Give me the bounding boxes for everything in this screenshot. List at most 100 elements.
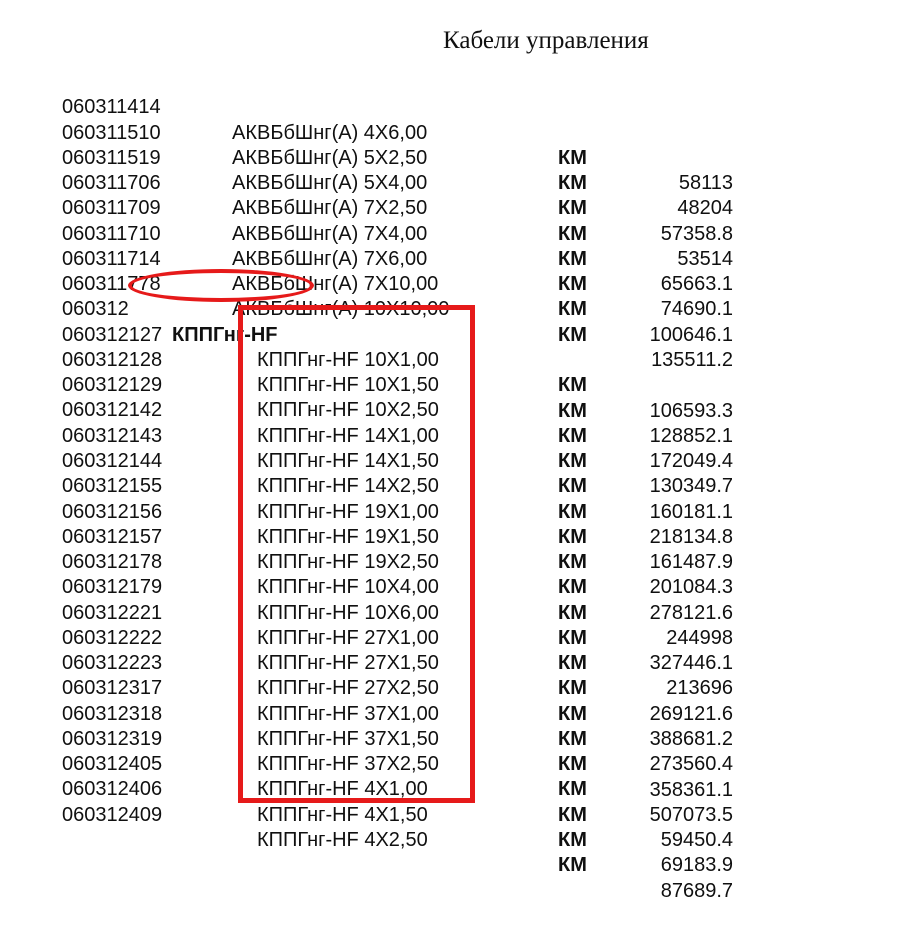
product-name: КППГнг-HF 4Х1,50 xyxy=(257,803,428,826)
product-name: КППГнг-HF 37Х1,50 xyxy=(257,727,439,750)
unit-label: КМ xyxy=(558,197,587,220)
table-row: 060312223 КППГнг-HF 27Х2,50 КМ 388681.2 xyxy=(0,626,922,750)
page-title: Кабели управления xyxy=(443,27,649,54)
unit-label: КМ xyxy=(558,450,587,473)
unit-label: КМ xyxy=(558,677,587,700)
table-row: 060312144 КППГнг-HF 14Х2,50 КМ 218134.8 xyxy=(0,424,922,548)
table-row: 060312129 КППГнг-HF 10Х2,50 КМ 172049.4 xyxy=(0,348,922,472)
price-table: 060311414 АКВБбШнг(А) 4Х6,00 КМ 58113 06… xyxy=(0,70,922,902)
product-name: КППГнг-HF 37Х1,00 xyxy=(257,702,439,725)
price-value: 59450.4 xyxy=(660,829,733,852)
product-code: 060312223 xyxy=(62,652,163,675)
table-row: 060312155 КППГнг-HF 19Х1,00 КМ 161487.9 xyxy=(0,449,922,573)
table-row: 060312221 КППГнг-HF 27Х1,00 КМ 213696 xyxy=(0,575,922,700)
product-code: 060311710 xyxy=(62,222,161,245)
price-value: 201084.3 xyxy=(649,576,733,599)
product-code: 060312144 xyxy=(62,450,163,472)
unit-label: КМ xyxy=(558,475,587,498)
product-code: 060311519 xyxy=(62,146,161,169)
table-row: 060312409 КППГнг-HF 4Х2,50 КМ 87689.7 xyxy=(0,777,922,902)
price-value: 161487.9 xyxy=(649,551,733,574)
product-name: КППГнг-HF 19Х1,00 xyxy=(257,500,439,523)
price-value: 273560.4 xyxy=(649,753,733,776)
table-row: 060312156 КППГнг-HF 19Х1,50 КМ 201084.3 xyxy=(0,474,922,599)
table-row: 060311519 АКВБбШнг(А) 5Х4,00 КМ 57358.8 xyxy=(0,121,922,245)
product-name: КППГнг-HF 27Х2,50 xyxy=(257,677,439,700)
price-value: 128852.1 xyxy=(649,424,733,447)
unit-label: КМ xyxy=(558,576,587,599)
price-value: 172049.4 xyxy=(649,450,733,473)
price-value: 213696 xyxy=(666,677,733,700)
product-name: КППГнг-HF 14Х1,00 xyxy=(257,424,439,447)
product-name: КППГнг-HF 10Х6,00 xyxy=(257,601,439,624)
table-row: 060312128 КППГнг-HF 10Х1,50 КМ 128852.1 xyxy=(0,323,922,447)
table-row: 060311710 АКВБбШнг(А) 7Х6,00 КМ 74690.1 xyxy=(0,196,922,321)
product-code: 060312178 xyxy=(62,551,163,574)
price-value: 57358.8 xyxy=(660,222,733,245)
price-value: 48204 xyxy=(677,197,733,220)
unit-label: КМ xyxy=(558,626,587,649)
unit-label: КМ xyxy=(558,323,587,346)
price-value: 358361.1 xyxy=(649,778,733,801)
product-code: 060312406 xyxy=(62,778,163,801)
product-code: 060312405 xyxy=(62,753,163,776)
unit-label: КМ xyxy=(558,727,587,750)
product-name: КППГнг-HF 19Х2,50 xyxy=(257,551,439,574)
product-name: КППГнг-HF 10Х2,50 xyxy=(257,399,439,422)
product-code: 060312127 xyxy=(62,323,163,346)
table-row: 060312405 КППГнг-HF 4Х1,00 КМ 59450.4 xyxy=(0,727,922,851)
product-name: АКВБбШнг(А) 7Х2,50 xyxy=(232,197,428,220)
unit-label: КМ xyxy=(558,829,587,852)
price-value: 130349.7 xyxy=(649,475,733,498)
product-name: АКВБбШнг(А) 7Х10,00 xyxy=(232,273,439,296)
product-name: АКВБбШнг(А) 7Х6,00 xyxy=(232,247,428,270)
product-code: 060312317 xyxy=(62,677,163,700)
product-name: АКВБбШнг(А) 4Х6,00 xyxy=(232,121,428,144)
unit-label: КМ xyxy=(558,753,587,776)
unit-label: КМ xyxy=(558,778,587,801)
price-value: 69183.9 xyxy=(660,854,733,877)
unit-label: КМ xyxy=(558,298,587,321)
unit-label: КМ xyxy=(558,525,587,548)
price-value: 65663.1 xyxy=(660,273,733,296)
product-code: 060311414 xyxy=(62,96,161,119)
table-row: 060312142 КППГнг-HF 14Х1,00 КМ 130349.7 xyxy=(0,373,922,497)
table-row: 060311510 АКВБбШнг(А) 5Х2,50 КМ 48204 xyxy=(0,95,922,220)
product-name: АКВБбШнг(А) 5Х2,50 xyxy=(232,146,428,169)
product-code: 060312318 xyxy=(62,702,163,725)
price-value: 507073.5 xyxy=(649,803,733,826)
price-value: 74690.1 xyxy=(660,298,733,321)
table-row: 060311778 АКВБбШнг(А) 10Х10,00 КМ 135511… xyxy=(0,247,922,371)
product-name: КППГнг-HF 4Х1,00 xyxy=(257,778,428,801)
product-name: КППГнг-HF 10Х1,00 xyxy=(257,348,439,371)
unit-label: КМ xyxy=(558,601,587,624)
unit-label: КМ xyxy=(558,551,587,574)
price-value: 135511.2 xyxy=(651,348,733,371)
table-row: 060312127 КППГнг-HF 10Х1,00 КМ 106593.3 xyxy=(0,297,922,422)
unit-label: КМ xyxy=(558,854,587,877)
price-value: 100646.1 xyxy=(649,323,733,346)
product-name: КППГнг-HF 4Х2,50 xyxy=(257,829,428,851)
price-value: 106593.3 xyxy=(649,399,733,422)
product-code: 060312221 xyxy=(62,601,163,624)
table-row: 060311709 АКВБбШнг(А) 7Х4,00 КМ 65663.1 xyxy=(0,171,922,295)
product-name: КППГнг-HF xyxy=(172,323,278,346)
product-name: АКВБбШнг(А) 5Х4,00 xyxy=(232,172,428,195)
table-row: 060312319 КППГнг-HF 37Х2,50 КМ 507073.5 xyxy=(0,702,922,826)
product-code: 060312142 xyxy=(62,399,163,422)
product-code: 060311709 xyxy=(62,197,161,220)
product-name: АКВБбШнг(А) 7Х4,00 xyxy=(232,222,428,245)
product-code: 060312157 xyxy=(62,525,163,548)
price-value: 53514 xyxy=(677,247,733,270)
price-value: 388681.2 xyxy=(649,727,733,750)
unit-label: КМ xyxy=(558,399,587,422)
product-code: 060312143 xyxy=(62,424,163,447)
product-name: КППГнг-HF 27Х1,50 xyxy=(257,652,439,675)
unit-label: КМ xyxy=(558,803,587,826)
product-name: КППГнг-HF 19Х1,50 xyxy=(257,525,439,548)
price-value: 244998 xyxy=(666,626,733,649)
unit-label: КМ xyxy=(558,702,587,725)
unit-label: КМ xyxy=(558,247,587,270)
product-name: КППГнг-HF 14Х1,50 xyxy=(257,450,439,473)
table-row: 060312143 КППГнг-HF 14Х1,50 КМ 160181.1 xyxy=(0,398,922,523)
